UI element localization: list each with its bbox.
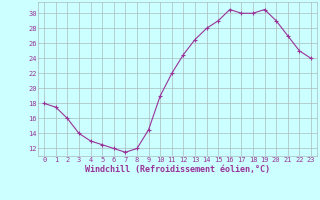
X-axis label: Windchill (Refroidissement éolien,°C): Windchill (Refroidissement éolien,°C) [85,165,270,174]
